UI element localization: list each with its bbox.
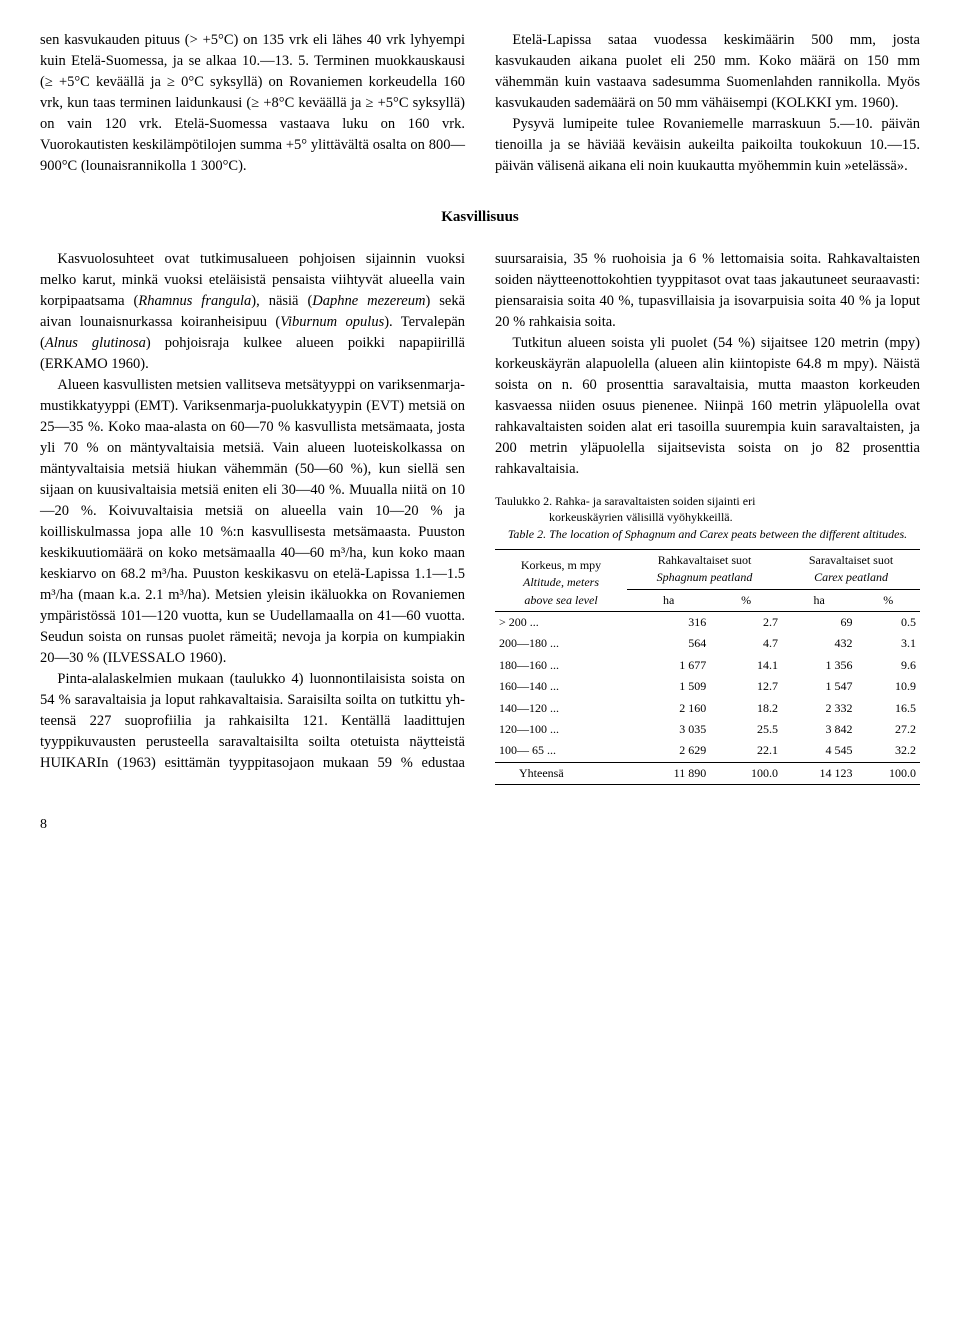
intro-p1: sen kasvukauden pituus (> +5°C) on 135 v… <box>40 30 465 177</box>
page-number: 8 <box>40 815 920 835</box>
table-row: 160—140 ...1 50912.71 54710.9 <box>495 676 920 697</box>
table-row: 180—160 ...1 67714.11 3569.6 <box>495 655 920 676</box>
data-table: Korkeus, m mpy Altitude, meters above se… <box>495 549 920 785</box>
table-row: 140—120 ...2 16018.22 33216.5 <box>495 698 920 719</box>
body-columns: Kasvuolosuhteet ovat tutkimusalueen pohj… <box>40 249 920 785</box>
table2: Taulukko 2. Rahka- ja saravaltaisten soi… <box>495 494 920 785</box>
body-p5: Tutkitun alueen soista yli puolet (54 %)… <box>495 333 920 480</box>
table-row: 200—180 ...5644.74323.1 <box>495 633 920 654</box>
table-row: 120—100 ...3 03525.53 84227.2 <box>495 719 920 740</box>
table-caption-en: Table 2. The location of Sphagnum and Ca… <box>495 527 920 543</box>
body-p1: Kasvuolosuhteet ovat tutkimusalueen pohj… <box>40 249 465 375</box>
intro-p3: Pysyvä lumipeite tulee Rovaniemelle marr… <box>495 114 920 177</box>
intro-columns: sen kasvukauden pituus (> +5°C) on 135 v… <box>40 30 920 177</box>
section-heading: Kasvillisuus <box>40 207 920 229</box>
table-row: > 200 ...3162.7690.5 <box>495 611 920 633</box>
table-caption-fi: Taulukko 2. Rahka- ja saravaltaisten soi… <box>495 494 920 525</box>
table-row: 100— 65 ...2 62922.14 54532.2 <box>495 740 920 762</box>
body-p2: Alueen kasvullisten metsien vallitseva m… <box>40 375 465 669</box>
intro-p2: Etelä-Lapissa sataa vuodessa keskimäärin… <box>495 30 920 114</box>
